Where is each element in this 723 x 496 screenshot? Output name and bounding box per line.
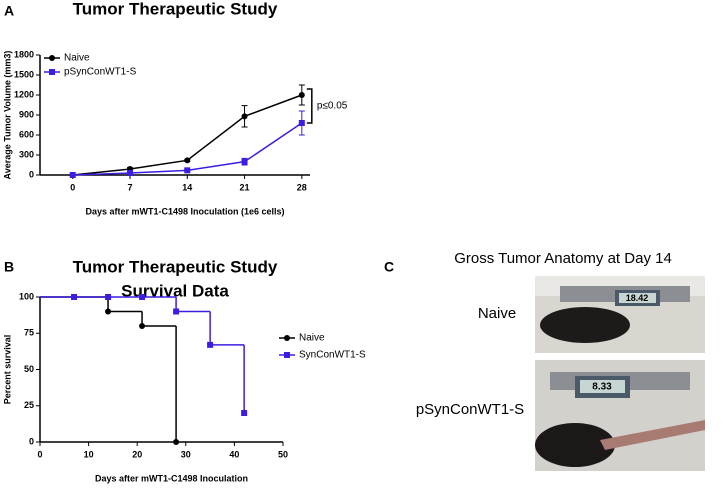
- y-axis-label: Percent survival: [2, 335, 12, 405]
- caliper-reading: 18.42: [626, 293, 649, 303]
- marker: [184, 167, 191, 174]
- marker: [241, 410, 248, 416]
- legend-label: pSynConWT1-S: [64, 67, 137, 78]
- x-tick-label: 30: [181, 449, 191, 459]
- photo-title: Gross Tumor Anatomy at Day 14: [454, 250, 672, 267]
- significance-bracket: [306, 88, 313, 124]
- x-tick-label: 14: [182, 182, 192, 192]
- legend-marker: [49, 69, 55, 75]
- y-axis-label: Average Tumor Volume (mm3): [2, 51, 12, 180]
- x-tick-label: 40: [229, 449, 239, 459]
- panel-label: C: [384, 259, 394, 275]
- marker: [207, 341, 214, 348]
- legend-marker: [284, 352, 290, 358]
- photo: 8.33: [535, 360, 705, 471]
- y-tick-label: 1500: [14, 69, 34, 79]
- marker: [173, 439, 180, 445]
- marker: [298, 92, 305, 98]
- y-tick-label: 75: [24, 328, 34, 338]
- x-axis-label: Days after mWT1-C1498 Inoculation: [95, 473, 248, 483]
- x-axis-label: Days after mWT1-C1498 Inoculation (1e6 c…: [85, 206, 284, 216]
- marker: [105, 294, 112, 300]
- caliper-reading: 8.33: [592, 382, 612, 393]
- y-tick-label: 1200: [14, 89, 34, 99]
- marker: [173, 308, 180, 315]
- photo: 18.42: [535, 276, 705, 353]
- photo-label: pSynConWT1-S: [416, 401, 524, 418]
- legend-marker: [49, 55, 55, 61]
- y-tick-label: 0: [29, 436, 34, 446]
- marker: [105, 308, 112, 315]
- marker: [184, 157, 191, 164]
- marker: [139, 323, 146, 329]
- marker: [241, 158, 248, 165]
- chart-subtitle: Survival Data: [121, 281, 229, 300]
- y-tick-label: 25: [24, 400, 34, 410]
- photo-label: Naive: [478, 305, 516, 322]
- legend-label: SynConWT1-S: [299, 350, 366, 361]
- y-tick-label: 300: [19, 149, 34, 159]
- x-tick-label: 21: [240, 182, 250, 192]
- x-tick-label: 28: [297, 182, 307, 192]
- panel-label: B: [4, 259, 14, 275]
- x-tick-label: 20: [132, 449, 142, 459]
- marker: [139, 294, 146, 300]
- chart-title: Tumor Therapeutic Study: [73, 0, 278, 18]
- marker: [241, 113, 248, 120]
- x-tick-label: 0: [37, 449, 42, 459]
- x-tick-label: 0: [70, 182, 75, 192]
- y-tick-label: 1800: [14, 49, 34, 59]
- marker: [127, 170, 133, 176]
- y-tick-label: 0: [29, 169, 34, 179]
- legend-marker: [284, 335, 290, 341]
- chart-title: Tumor Therapeutic Study: [73, 257, 278, 276]
- series-line: [72, 122, 303, 176]
- x-tick-label: 7: [127, 182, 132, 192]
- marker: [69, 172, 76, 178]
- y-tick-label: 900: [19, 109, 34, 119]
- marker: [298, 120, 305, 126]
- x-tick-label: 10: [84, 449, 94, 459]
- panel-label: A: [4, 3, 14, 19]
- legend-label: Naive: [299, 333, 325, 344]
- marker: [71, 294, 78, 300]
- y-tick-label: 100: [19, 291, 34, 301]
- annotation: p≤0.05: [317, 101, 348, 112]
- legend-label: Naive: [64, 53, 90, 64]
- y-tick-label: 600: [19, 129, 34, 139]
- x-tick-label: 50: [278, 449, 288, 459]
- y-tick-label: 50: [24, 364, 34, 374]
